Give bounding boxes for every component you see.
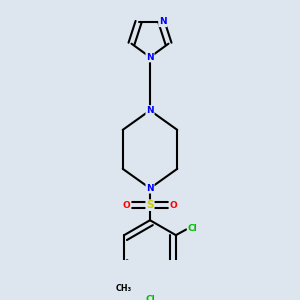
Text: O: O (123, 201, 130, 210)
Text: N: N (146, 184, 154, 193)
Text: N: N (146, 106, 154, 115)
Text: Cl: Cl (188, 224, 197, 233)
Text: N: N (159, 17, 166, 26)
Text: N: N (146, 52, 154, 62)
Text: CH₃: CH₃ (116, 284, 132, 293)
Text: Cl: Cl (145, 296, 155, 300)
Text: O: O (169, 201, 177, 210)
Text: S: S (146, 200, 154, 210)
